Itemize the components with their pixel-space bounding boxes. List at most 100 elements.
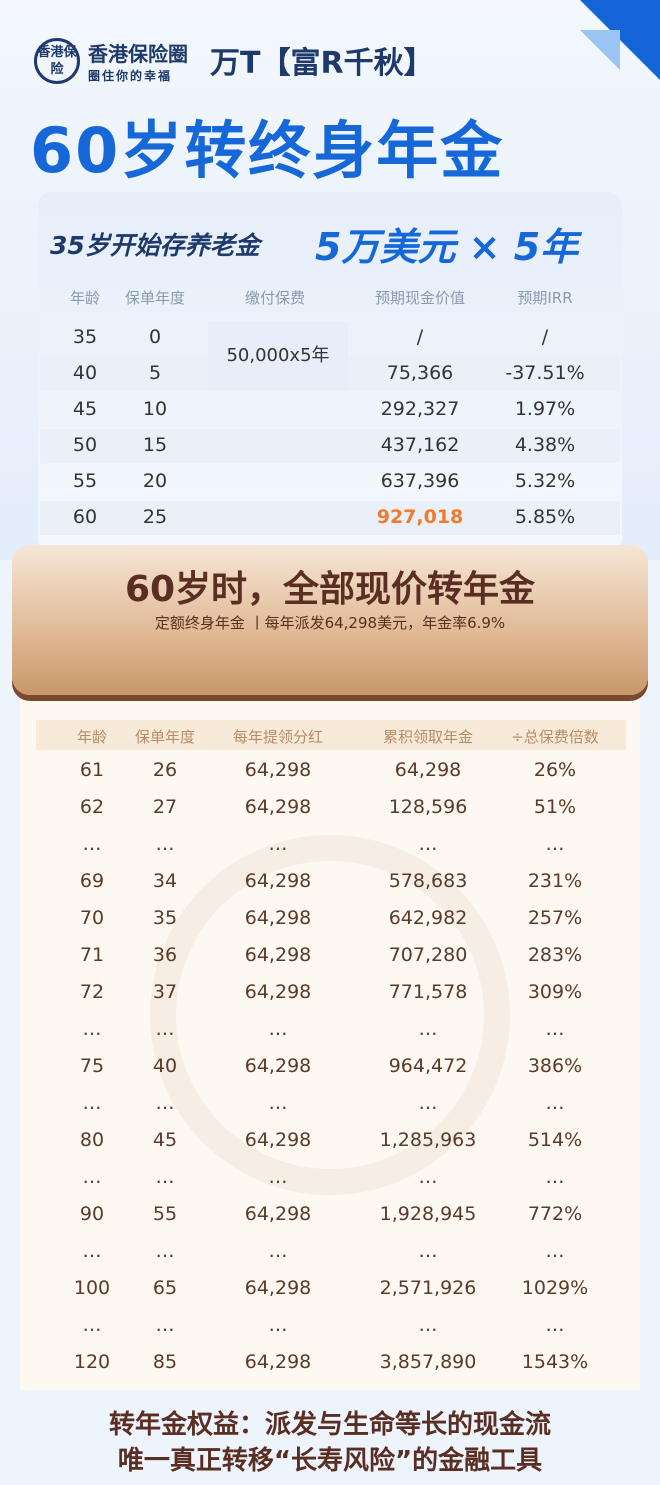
table-row: ……………	[0, 1018, 660, 1048]
table-cell: 75	[79, 1055, 105, 1077]
table-cell: 1,928,945	[379, 1203, 477, 1225]
column-header: 累积领取年金	[382, 728, 474, 746]
table-cell: …	[268, 833, 288, 855]
table-cell: 64,298	[244, 759, 312, 781]
table-row: 90 55 64,298 1,928,945 772%	[0, 1203, 660, 1233]
table-cell: 64,298	[244, 1351, 312, 1373]
table-row: 61 26 64,298 64,298 26%	[0, 759, 660, 789]
brand: 香港保险圈 圈住你的幸福	[88, 38, 188, 84]
table-cell: 64,298	[244, 907, 312, 929]
table-cell: 64,298	[244, 1055, 312, 1077]
plan-amount: 5万美元 × 5年	[315, 225, 579, 269]
table-row: 62 27 64,298 128,596 51%	[0, 796, 660, 826]
table-cell: 4.38%	[514, 434, 576, 456]
column-header: 保单年度	[134, 728, 196, 746]
table-row: ……………	[0, 833, 660, 863]
table-cell: …	[155, 1092, 175, 1114]
table-cell: …	[545, 1018, 565, 1040]
brand-slogan: 圈住你的幸福	[88, 69, 173, 83]
table-cell: 71	[79, 944, 105, 966]
table-cell: 578,683	[388, 870, 468, 892]
table-row: 75 40 64,298 964,472 386%	[0, 1055, 660, 1085]
table-cell: 386%	[527, 1055, 583, 1077]
table-cell: 514%	[527, 1129, 583, 1151]
table-row: 72 37 64,298 771,578 309%	[0, 981, 660, 1011]
column-header: ÷总保费倍数	[511, 728, 599, 746]
table-cell: 772%	[527, 1203, 583, 1225]
headline: 60岁转终身年金	[30, 114, 505, 187]
table-cell: 55	[72, 470, 98, 492]
table-cell: -37.51%	[505, 362, 585, 384]
table-cell: 26%	[533, 759, 577, 781]
table-cell: 3,857,890	[379, 1351, 477, 1373]
brand-name: 香港保险圈	[88, 42, 188, 66]
column-header: 预期IRR	[517, 289, 573, 307]
table-cell: 100	[73, 1277, 111, 1299]
table-cell: 64,298	[244, 1277, 312, 1299]
table-cell: 292,327	[380, 398, 460, 420]
table-row: ……………	[0, 1092, 660, 1122]
table-cell: 64,298	[244, 1203, 312, 1225]
table-cell: 62	[79, 796, 105, 818]
table-cell: 2,571,926	[379, 1277, 477, 1299]
table-cell: 15	[142, 434, 168, 456]
table-cell: …	[268, 1018, 288, 1040]
table-cell: …	[545, 1314, 565, 1336]
table-cell: 85	[152, 1351, 178, 1373]
table-cell: 25	[142, 506, 168, 528]
table-row: 100 65 64,298 2,571,926 1029%	[0, 1277, 660, 1307]
table-cell: 927,018	[376, 506, 464, 528]
table-cell: 65	[152, 1277, 178, 1299]
table-cell: 55	[152, 1203, 178, 1225]
table-cell: …	[155, 1314, 175, 1336]
footer-line-2: 唯一真正转移“长寿风险”的金融工具	[117, 1446, 543, 1476]
table-cell: 64,298	[244, 944, 312, 966]
table-cell: 64,298	[244, 870, 312, 892]
table-cell: 128,596	[388, 796, 468, 818]
table-row: 69 34 64,298 578,683 231%	[0, 870, 660, 900]
table-cell: 5	[148, 362, 162, 384]
decor-triangle	[580, 30, 620, 70]
column-header: 年龄	[76, 728, 108, 746]
table-cell: 1543%	[521, 1351, 589, 1373]
table-cell: 309%	[527, 981, 583, 1003]
column-header: 保单年度	[124, 289, 186, 307]
table-cell: 10	[142, 398, 168, 420]
table-cell: 64,298	[244, 981, 312, 1003]
table-cell: …	[268, 1092, 288, 1114]
product-name: 万T【富R千秋】	[210, 46, 434, 81]
table-cell: …	[82, 1314, 102, 1336]
table-cell: …	[418, 1166, 438, 1188]
table-cell: 51%	[533, 796, 577, 818]
table-cell: 257%	[527, 907, 583, 929]
column-header: 年龄	[69, 289, 101, 307]
table-cell: 60	[72, 506, 98, 528]
table-cell: …	[268, 1314, 288, 1336]
table-row: 50 15 437,162 4.38%	[40, 429, 620, 463]
table-row: ……………	[0, 1314, 660, 1344]
table-cell: …	[268, 1166, 288, 1188]
table-cell: 64,298	[244, 796, 312, 818]
table-cell: …	[545, 1166, 565, 1188]
table-cell: 36	[152, 944, 178, 966]
column-header: 每年提领分红	[232, 728, 324, 746]
table-cell: 771,578	[388, 981, 468, 1003]
table-cell: 80	[79, 1129, 105, 1151]
table-cell: 40	[72, 362, 98, 384]
table-cell: 69	[79, 870, 105, 892]
logo: 香港保险	[34, 38, 80, 84]
table-cell: 64,298	[394, 759, 462, 781]
table-cell: …	[155, 1018, 175, 1040]
table-cell: 37	[152, 981, 178, 1003]
table-cell: 437,162	[380, 434, 460, 456]
table-row: 45 10 292,327 1.97%	[40, 393, 620, 427]
premium-cell: 50,000x5年	[208, 322, 348, 390]
table-cell: 50	[72, 434, 98, 456]
table-cell: …	[82, 833, 102, 855]
table-row: 55 20 637,396 5.32%	[40, 465, 620, 499]
table-cell: 26	[152, 759, 178, 781]
table-cell: 637,396	[380, 470, 460, 492]
table-cell: 70	[79, 907, 105, 929]
table-cell: 20	[142, 470, 168, 492]
column-header: 预期现金价值	[374, 289, 466, 307]
